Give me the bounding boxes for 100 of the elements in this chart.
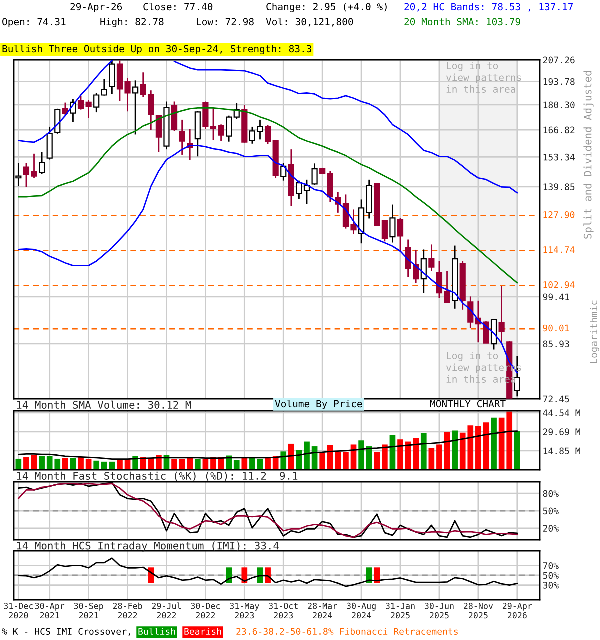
x-tick-label: 31-May 2023	[230, 602, 260, 619]
candlestick	[428, 244, 435, 272]
y-tick-label: 50%	[543, 572, 559, 580]
line-series	[18, 558, 518, 588]
candlestick	[390, 204, 396, 244]
y-tick-label: 153.34	[544, 154, 575, 161]
candlestick	[498, 286, 505, 345]
bar	[234, 460, 240, 470]
text: 29-Apr-26	[70, 3, 122, 12]
text: High: 82.78	[100, 18, 164, 28]
line-series	[18, 430, 518, 460]
text: Volume By Price	[275, 400, 362, 410]
x-tick-label: 29-Jul 2022	[152, 602, 181, 619]
x-tick-label: 30-Jun 2025	[424, 602, 454, 619]
candlestick	[39, 151, 46, 176]
bar	[491, 418, 497, 470]
x-tick-label: 28-Nov 2025	[464, 602, 494, 619]
y-tick-label: 80%	[543, 490, 559, 498]
bar	[172, 459, 178, 470]
bar	[390, 435, 396, 470]
y-tick-label: 30%	[543, 582, 559, 589]
bar	[436, 444, 442, 470]
candlestick	[86, 99, 92, 120]
text: Bullish Three Outside Up on 30-Sep-24, Strength: 83.3	[2, 45, 312, 55]
bar	[343, 452, 349, 470]
y-tick-label: 207.26	[543, 56, 575, 64]
bar	[514, 431, 520, 470]
bar	[16, 458, 22, 470]
ref-line-label: 127.90	[544, 212, 575, 218]
y-tick-label: 193.78	[544, 78, 575, 86]
y-tick-label: 20%	[543, 525, 559, 532]
x-tick-label: 29-Apr 2026	[502, 602, 532, 619]
bar	[398, 440, 404, 470]
candlestick	[132, 80, 139, 136]
text: % K - HCS IMI Crossover,	[2, 628, 130, 636]
candlestick	[327, 170, 334, 204]
x-tick-label: 30-Apr 2021	[35, 602, 65, 619]
bar	[413, 438, 420, 470]
candlestick	[78, 95, 84, 111]
candlestick	[226, 115, 232, 143]
y-tick-label: 99.41	[543, 294, 570, 301]
y-tick-label: 14.85 M	[544, 448, 580, 455]
text: Bearish	[184, 628, 222, 636]
bar	[288, 444, 294, 470]
y-tick-label: 29.69 M	[543, 428, 580, 436]
candlestick	[94, 92, 100, 114]
bar	[31, 455, 38, 470]
text: Change: 2.95 (+4.0 %)	[266, 3, 387, 12]
bar	[194, 459, 201, 470]
bar	[280, 452, 287, 470]
bar	[94, 460, 100, 470]
candlestick	[101, 78, 108, 96]
bar	[39, 456, 45, 470]
line-series	[18, 107, 518, 284]
bar	[265, 458, 271, 470]
bar	[483, 422, 490, 470]
bar	[62, 458, 68, 470]
bar	[452, 430, 458, 470]
x-tick-label: 31-Oct 2023	[269, 602, 298, 619]
x-tick-label: 28-Feb 2022	[113, 602, 142, 619]
y-tick-label: 50%	[543, 508, 559, 515]
bar	[428, 448, 435, 470]
text: Close: 77.40	[144, 3, 213, 11]
x-tick-label: 30-Dec 2022	[191, 602, 220, 619]
candlestick	[179, 119, 186, 156]
bar	[382, 444, 388, 470]
chart-title: 14 Month Fast Stochastic (%K) (%D): 11.2 9.1	[17, 472, 298, 482]
bar	[101, 462, 108, 470]
x-tick-label: 30-Sep 2021	[74, 602, 104, 619]
candlestick	[397, 218, 404, 253]
x-tick-label: 31-Dec 2020	[4, 602, 34, 619]
chart-title: 14 Month HCS Intraday Momentum (IMI): 33.4	[17, 542, 280, 552]
candlestick	[264, 124, 272, 145]
bar	[320, 452, 326, 470]
bar	[78, 457, 84, 470]
candlestick	[468, 296, 474, 330]
ref-line-label: 114.74	[544, 246, 575, 254]
text: 20 Month SMA: 103.79	[404, 18, 520, 26]
text: Vol: 30,121,800	[266, 18, 354, 27]
text: Open: 74.31	[2, 18, 66, 28]
y-axis-title: Split and Dividend Adjusted	[584, 71, 594, 239]
x-tick-label: 28-Mar 2024	[308, 602, 338, 619]
bar	[86, 458, 92, 470]
y-tick-label: 70%	[543, 562, 559, 570]
y-tick-label: 44.54 M	[543, 410, 580, 416]
x-tick-label: 31-Jan 2025	[386, 602, 415, 619]
bar	[366, 446, 372, 470]
bar	[24, 457, 30, 470]
bar	[506, 412, 513, 470]
bar	[117, 459, 123, 470]
text: Bullish	[138, 628, 176, 636]
candlestick	[382, 220, 388, 242]
x-tick-label: 30-Aug 2024	[347, 602, 376, 619]
y-tick-label: 72.45	[543, 396, 570, 403]
bar	[187, 458, 194, 470]
candlestick	[280, 162, 287, 182]
bar	[358, 440, 364, 470]
bar	[304, 442, 310, 470]
candlestick	[156, 115, 162, 154]
candlestick	[420, 249, 427, 294]
